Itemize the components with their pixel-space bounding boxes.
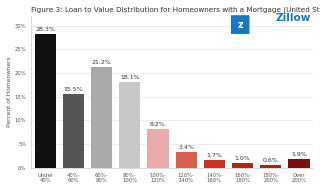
Bar (232, 163, 253, 168)
Bar (35, 34, 56, 168)
Y-axis label: Percent of Homeowners: Percent of Homeowners (7, 57, 12, 127)
Text: 21.2%: 21.2% (92, 60, 112, 65)
Bar (148, 129, 169, 168)
Text: 3.4%: 3.4% (178, 145, 194, 150)
Text: Zillow: Zillow (275, 13, 310, 23)
FancyBboxPatch shape (230, 15, 250, 34)
Text: Figure 3: Loan to Value Distribution for Homeowners with a Mortgage (United Stat: Figure 3: Loan to Value Distribution for… (31, 7, 320, 13)
Bar (119, 82, 140, 168)
Text: 1.9%: 1.9% (291, 152, 307, 157)
Text: 18.1%: 18.1% (120, 75, 140, 80)
Bar (176, 152, 197, 168)
Text: 8.2%: 8.2% (150, 122, 166, 127)
Bar (91, 67, 112, 168)
Text: 1.0%: 1.0% (235, 156, 251, 161)
Text: z: z (237, 20, 243, 30)
Bar (260, 165, 281, 168)
Text: 15.5%: 15.5% (64, 87, 83, 92)
Bar (63, 94, 84, 168)
Bar (204, 160, 225, 168)
Text: 0.6%: 0.6% (263, 158, 279, 163)
Text: 28.3%: 28.3% (36, 27, 55, 32)
Text: 1.7%: 1.7% (206, 153, 222, 158)
Bar (288, 159, 309, 168)
